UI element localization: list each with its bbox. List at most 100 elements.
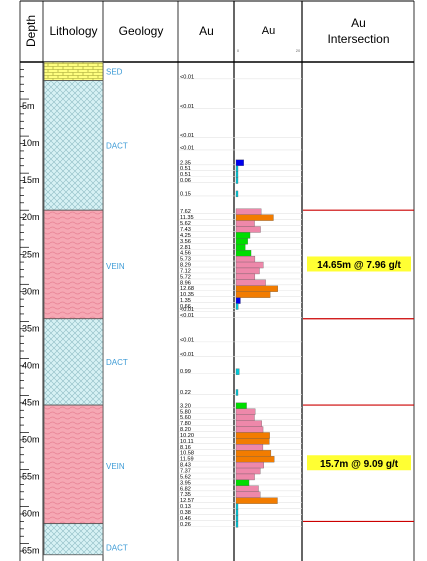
assay-value: <0.01: [180, 74, 194, 80]
assay-bar: [235, 226, 261, 233]
assay-bar: [235, 279, 266, 286]
assay-value: <0.01: [180, 337, 194, 343]
assay-value: 7.62: [180, 209, 191, 215]
au-bars-header: Au: [261, 25, 276, 37]
assay-bar: [235, 267, 260, 275]
assay-bar: [235, 165, 239, 172]
assay-bar: [235, 414, 255, 421]
depth-label: 40m: [22, 360, 40, 370]
depth-label: 5m: [22, 101, 35, 111]
assay-bar: [235, 432, 270, 439]
assay-bar: [235, 491, 261, 498]
assay-bar: [235, 291, 271, 298]
assay-value: 5.80: [180, 409, 191, 415]
assay-value: 12.68: [180, 286, 194, 292]
assay-value: 5.72: [180, 274, 191, 280]
assay-bar: [235, 402, 247, 409]
assay-bar: [235, 485, 259, 492]
column-frame: [19, 0, 415, 561]
assay-bar: [235, 177, 239, 184]
assay-value: 3.56: [180, 239, 191, 245]
assay-value: 0.13: [180, 504, 191, 510]
assay-bar: [235, 515, 239, 522]
geology-label: VEIN: [106, 262, 125, 271]
assay-bar: [235, 208, 262, 215]
assay-value: <0.01: [180, 352, 194, 358]
assay-bar: [235, 444, 264, 451]
depth-label: 10m: [22, 138, 40, 148]
assay-bar: [235, 408, 256, 415]
geology-header: Geology: [118, 24, 164, 38]
assay-bar: [235, 238, 248, 245]
depth-label: 65m: [22, 546, 40, 556]
intersection-highlight: [307, 256, 411, 272]
assay-value: 0.46: [180, 516, 191, 522]
assay-value: 11.35: [180, 215, 194, 221]
assay-value: 0.38: [180, 510, 191, 516]
lithology-block-sed: [43, 61, 104, 81]
assay-value: 8.20: [180, 427, 191, 433]
lithology-block-dact: [43, 523, 104, 556]
assay-bar: [235, 368, 240, 375]
depth-label: 15m: [22, 175, 40, 185]
assay-value: 0.22: [180, 390, 191, 396]
geology-label: DACT: [106, 358, 128, 367]
assay-value: 7.35: [180, 492, 191, 498]
intersection-column: 14.65m @ 7.96 g/t 15.7m @ 9.09 g/t: [303, 209, 414, 523]
intersection-label: 15.7m @ 9.09 g/t: [320, 459, 399, 470]
assay-value: 4.25: [180, 233, 191, 239]
assay-value: <0.01: [180, 145, 194, 151]
assay-bar: [235, 438, 270, 445]
assay-bar: [235, 497, 278, 504]
assay-value: <0.01: [180, 313, 194, 319]
assay-values-column: <0.01<0.01<0.01<0.012.350.510.510.060.15…: [180, 74, 194, 528]
assay-value: 8.29: [180, 263, 191, 269]
assay-bar: [235, 244, 246, 251]
assay-bar: [235, 261, 264, 269]
assay-value: 10.58: [180, 451, 194, 457]
assay-value: 8.96: [180, 280, 191, 286]
assay-bar: [235, 509, 239, 516]
assay-bar: [235, 285, 278, 292]
intersection-header-line2: Intersection: [327, 32, 390, 46]
assay-value: 3.95: [180, 480, 191, 486]
assay-value: 7.12: [180, 268, 191, 274]
depth-label: 45m: [22, 397, 40, 407]
assay-value: 8.43: [180, 463, 191, 469]
intersection-label: 14.65m @ 7.96 g/t: [317, 260, 401, 271]
depth-label: 35m: [22, 323, 40, 333]
assay-bar: [235, 461, 264, 469]
assay-value: 3.20: [180, 403, 191, 409]
assay-value: 5.73: [180, 257, 191, 263]
depth-label: 20m: [22, 212, 40, 222]
lithology-header: Lithology: [49, 24, 98, 38]
au-scale-min: 0: [236, 48, 240, 53]
assay-value: 8.16: [180, 445, 191, 451]
assay-value: 6.82: [180, 486, 191, 492]
assay-value: 0.99: [180, 369, 191, 375]
intersection-highlight: [307, 455, 411, 471]
intersection-header: Au Intersection: [303, 0, 414, 62]
lithology-block-vein: [43, 404, 104, 525]
assay-bar: [235, 190, 239, 198]
assay-value: 7.43: [180, 227, 191, 233]
geology-column: SED DACT VEIN DACT VEIN DACT: [106, 68, 128, 553]
depth-label: 60m: [22, 509, 40, 519]
assay-bar: [235, 255, 256, 263]
au-values-header: Au: [199, 24, 214, 38]
assay-bar: [235, 503, 239, 510]
assay-value: 10.11: [180, 439, 194, 445]
assay-value: <0.01: [180, 133, 194, 139]
assay-bar: [235, 473, 255, 481]
assay-value: 2.81: [180, 245, 191, 251]
lithology-block-dact: [43, 318, 104, 406]
assay-bar: [235, 467, 261, 475]
assay-bar: [235, 297, 241, 304]
assay-value: 10.20: [180, 433, 194, 439]
assay-bar: [235, 426, 264, 433]
assay-bar: [235, 220, 255, 227]
geology-label: VEIN: [106, 462, 125, 471]
assay-value: 2.35: [180, 160, 191, 166]
assay-bars-column: [235, 159, 278, 528]
